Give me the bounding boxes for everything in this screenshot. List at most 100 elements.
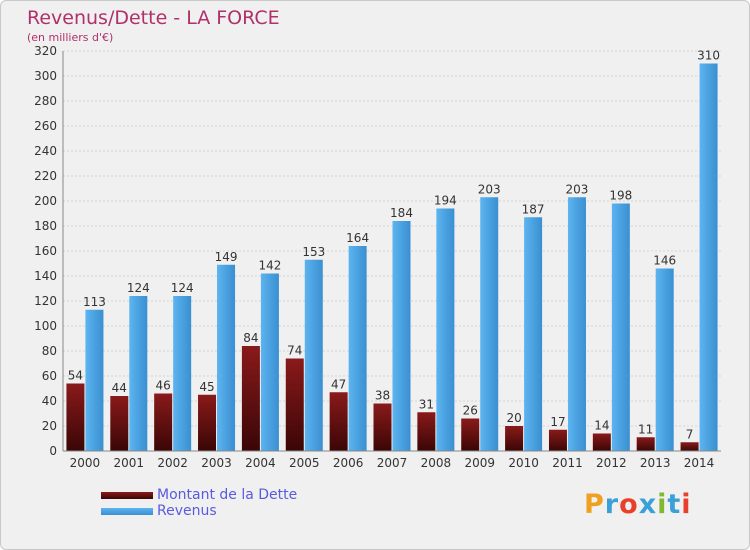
x-tick-label: 2007	[377, 456, 408, 470]
logo-letter: i	[681, 489, 692, 520]
chart-subtitle: (en milliers d'€)	[27, 31, 114, 44]
data-label-debt: 44	[112, 381, 127, 395]
y-tick-label: 60	[42, 369, 57, 383]
y-tick-label: 220	[34, 169, 57, 183]
legend-label-revenus: Revenus	[157, 503, 217, 519]
bar-revenus	[392, 221, 411, 451]
x-tick-label: 2002	[157, 456, 188, 470]
bar-revenus	[524, 217, 543, 451]
bar-debt	[592, 433, 611, 451]
bar-debt	[461, 418, 480, 451]
data-label-revenus: 184	[390, 206, 413, 220]
bar-debt	[373, 403, 392, 451]
y-tick-label: 240	[34, 144, 57, 158]
x-tick-label: 2006	[333, 456, 364, 470]
x-tick-label: 2011	[552, 456, 583, 470]
bar-debt	[154, 393, 173, 451]
bar-revenus	[436, 208, 455, 451]
data-label-debt: 14	[594, 419, 609, 433]
bar-revenus	[85, 309, 104, 451]
y-tick-label: 280	[34, 94, 57, 108]
data-label-debt: 11	[638, 422, 653, 436]
y-tick-label: 80	[42, 344, 57, 358]
data-label-revenus: 124	[127, 281, 150, 295]
legend-swatch-revenus	[101, 508, 153, 515]
data-label-revenus: 187	[522, 202, 545, 216]
x-tick-label: 2005	[289, 456, 320, 470]
y-tick-label: 300	[34, 69, 57, 83]
y-tick-label: 160	[34, 244, 57, 258]
legend-label-debt: Montant de la Dette	[157, 487, 298, 503]
data-label-debt: 20	[506, 411, 521, 425]
bar-debt	[680, 442, 699, 451]
logo-letter: i	[657, 489, 668, 520]
logo-letter: t	[667, 489, 682, 520]
data-label-revenus: 149	[215, 250, 238, 264]
data-label-revenus: 124	[171, 281, 194, 295]
x-tick-label: 2001	[114, 456, 145, 470]
logo-letter: o	[619, 489, 639, 520]
data-label-debt: 38	[375, 389, 390, 403]
bar-debt	[636, 437, 655, 451]
y-tick-label: 100	[34, 319, 57, 333]
bar-revenus	[567, 197, 586, 451]
x-tick-label: 2010	[508, 456, 539, 470]
bar-revenus	[655, 268, 674, 451]
data-label-revenus: 142	[258, 259, 281, 273]
data-label-debt: 54	[68, 369, 83, 383]
data-label-debt: 45	[199, 380, 214, 394]
data-label-debt: 17	[550, 415, 565, 429]
data-label-debt: 31	[419, 397, 434, 411]
x-tick-label: 2008	[421, 456, 452, 470]
data-label-revenus: 146	[653, 254, 676, 268]
bar-debt	[548, 429, 567, 451]
bar-revenus	[480, 197, 499, 451]
bar-debt	[241, 346, 260, 451]
y-tick-label: 40	[42, 394, 57, 408]
y-tick-label: 320	[34, 44, 57, 58]
x-tick-label: 2003	[201, 456, 232, 470]
data-label-debt: 74	[287, 344, 302, 358]
bar-revenus	[173, 296, 192, 451]
data-label-revenus: 310	[697, 49, 720, 63]
logo-letter: x	[638, 489, 658, 520]
bar-debt	[505, 426, 524, 451]
bar-debt	[198, 394, 217, 451]
bar-debt	[285, 358, 304, 451]
y-tick-label: 120	[34, 294, 57, 308]
x-tick-label: 2014	[684, 456, 715, 470]
x-tick-label: 2004	[245, 456, 276, 470]
data-label-revenus: 203	[566, 182, 589, 196]
data-label-debt: 7	[686, 427, 694, 441]
data-label-revenus: 164	[346, 231, 369, 245]
data-label-revenus: 113	[83, 295, 106, 309]
data-label-debt: 26	[463, 404, 478, 418]
data-label-revenus: 153	[302, 245, 325, 259]
logo-letter: P	[584, 489, 605, 520]
x-tick-label: 2012	[596, 456, 627, 470]
y-tick-label: 180	[34, 219, 57, 233]
y-tick-label: 20	[42, 419, 57, 433]
chart-title: Revenus/Dette - LA FORCE	[27, 7, 280, 29]
bar-debt	[66, 383, 85, 451]
y-tick-label: 200	[34, 194, 57, 208]
bar-debt	[110, 396, 129, 451]
y-tick-label: 0	[49, 444, 57, 458]
data-label-debt: 46	[156, 379, 171, 393]
x-tick-label: 2009	[464, 456, 495, 470]
legend-swatch-debt	[101, 492, 153, 499]
bar-revenus	[611, 203, 630, 451]
bar-revenus	[260, 273, 279, 451]
x-tick-label: 2013	[640, 456, 671, 470]
bar-revenus	[348, 246, 367, 451]
data-label-revenus: 203	[478, 182, 501, 196]
data-label-revenus: 194	[434, 194, 457, 208]
proxiti-logo: Proxiti	[584, 489, 692, 520]
x-tick-label: 2000	[70, 456, 101, 470]
bar-revenus	[129, 296, 148, 451]
data-label-revenus: 198	[609, 189, 632, 203]
y-tick-label: 260	[34, 119, 57, 133]
data-label-debt: 84	[243, 331, 258, 345]
